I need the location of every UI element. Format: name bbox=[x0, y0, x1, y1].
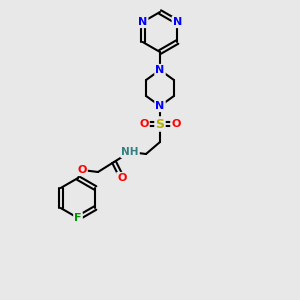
Text: O: O bbox=[77, 165, 87, 175]
Text: N: N bbox=[173, 17, 182, 27]
Text: N: N bbox=[138, 17, 147, 27]
Text: N: N bbox=[155, 101, 165, 111]
Text: N: N bbox=[155, 65, 165, 75]
Text: NH: NH bbox=[121, 147, 139, 157]
Text: O: O bbox=[117, 173, 127, 183]
Text: O: O bbox=[139, 119, 149, 129]
Text: F: F bbox=[74, 213, 82, 223]
Text: S: S bbox=[155, 118, 164, 130]
Text: O: O bbox=[171, 119, 181, 129]
